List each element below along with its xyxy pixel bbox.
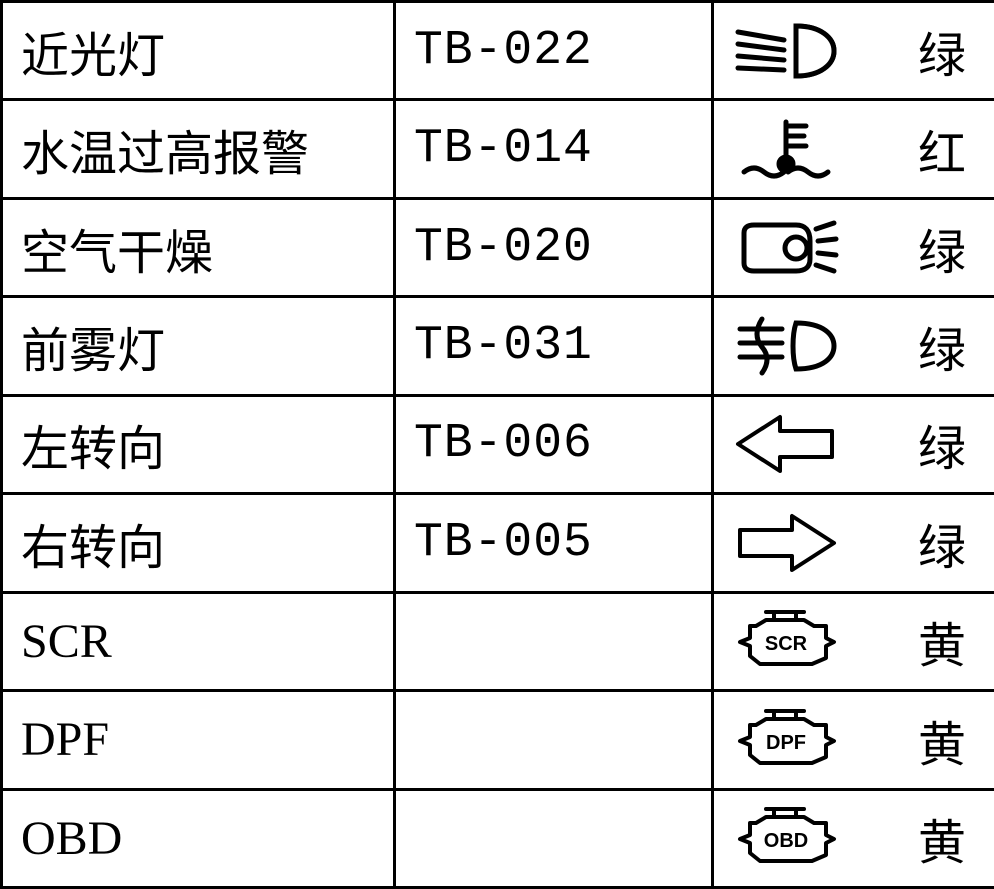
cell-name: 左转向 [2, 395, 395, 493]
table-row: 右转向 TB-005 绿 [2, 494, 994, 592]
table-row: DPF DPF [2, 691, 994, 789]
cell-symbol: 绿 [713, 297, 994, 395]
color-label: 绿 [914, 213, 966, 283]
left-arrow-icon [726, 411, 846, 477]
cell-name: 空气干燥 [2, 198, 395, 296]
table-row: 左转向 TB-006 绿 [2, 395, 994, 493]
color-label: 绿 [914, 16, 966, 86]
cell-name: 水温过高报警 [2, 100, 395, 198]
table: 近光灯 TB-022 [0, 0, 994, 889]
cell-symbol: 绿 [713, 2, 994, 100]
cell-code [395, 592, 713, 690]
cell-code: TB-005 [395, 494, 713, 592]
color-label: 绿 [914, 508, 966, 578]
cell-name: 近光灯 [2, 2, 395, 100]
indicator-table: 近光灯 TB-022 [0, 0, 994, 886]
table-row: 水温过高报警 TB-014 [2, 100, 994, 198]
low-beam-icon [726, 18, 846, 84]
svg-text:OBD: OBD [764, 830, 808, 852]
air-dryer-icon [726, 215, 846, 281]
cell-code [395, 691, 713, 789]
cell-code: TB-031 [395, 297, 713, 395]
svg-text:DPF: DPF [766, 732, 806, 754]
cell-symbol: 绿 [713, 198, 994, 296]
cell-name: DPF [2, 691, 395, 789]
svg-text:SCR: SCR [765, 633, 808, 655]
cell-code: TB-014 [395, 100, 713, 198]
cell-name: SCR [2, 592, 395, 690]
cell-symbol: DPF 黄 [713, 691, 994, 789]
table-row: 前雾灯 TB-031 [2, 297, 994, 395]
cell-code [395, 789, 713, 887]
color-label: 红 [914, 114, 966, 184]
table-row: 空气干燥 TB-020 [2, 198, 994, 296]
color-label: 黄 [914, 803, 966, 873]
engine-dpf-icon: DPF [726, 707, 846, 773]
cell-code: TB-020 [395, 198, 713, 296]
cell-symbol: 绿 [713, 395, 994, 493]
front-fog-icon [726, 313, 846, 379]
cell-code: TB-022 [395, 2, 713, 100]
water-temp-icon [726, 116, 846, 182]
cell-symbol: OBD 黄 [713, 789, 994, 887]
cell-code: TB-006 [395, 395, 713, 493]
cell-symbol: 绿 [713, 494, 994, 592]
engine-scr-icon: SCR [726, 608, 846, 674]
cell-name: 右转向 [2, 494, 395, 592]
color-label: 绿 [914, 311, 966, 381]
table-row: 近光灯 TB-022 [2, 2, 994, 100]
cell-symbol: SCR 黄 [713, 592, 994, 690]
right-arrow-icon [726, 510, 846, 576]
color-label: 黄 [914, 705, 966, 775]
cell-name: OBD [2, 789, 395, 887]
cell-name: 前雾灯 [2, 297, 395, 395]
color-label: 绿 [914, 409, 966, 479]
color-label: 黄 [914, 606, 966, 676]
table-row: SCR SCR [2, 592, 994, 690]
table-row: OBD OBD [2, 789, 994, 887]
engine-obd-icon: OBD [726, 805, 846, 871]
cell-symbol: 红 [713, 100, 994, 198]
